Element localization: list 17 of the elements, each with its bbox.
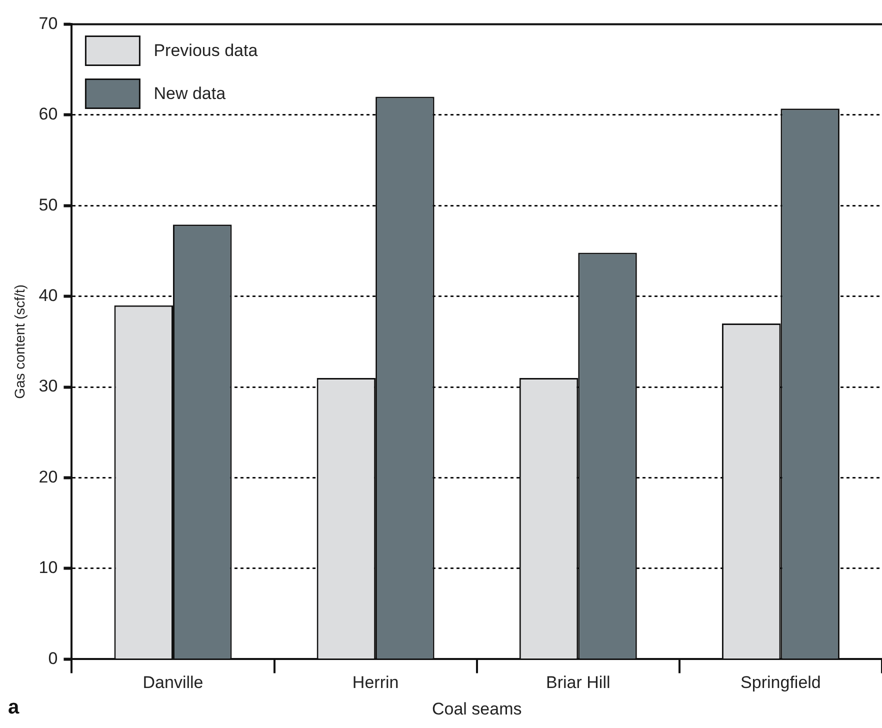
y-tick-label: 30 — [38, 376, 58, 396]
text: a — [8, 696, 20, 719]
x-tick-label: Herrin — [352, 673, 399, 692]
x-tick-label: Briar Hill — [546, 673, 610, 692]
legend-label: New data — [154, 84, 226, 103]
y-axis-title: Gas content (scf/t) — [11, 284, 28, 399]
y-tick-label: 60 — [38, 104, 58, 124]
y-tick-label: 0 — [48, 648, 58, 668]
x-tick-label: Danville — [142, 673, 204, 692]
y-tick-label: 50 — [38, 195, 58, 214]
y-tick-label: 10 — [38, 558, 58, 578]
x-tick-label: Springfield — [740, 673, 821, 692]
x-axis-title: Coal seams — [432, 699, 522, 718]
y-tick-label: 20 — [38, 467, 58, 486]
legend-label: Previous data — [154, 40, 258, 60]
y-tick-label: 70 — [38, 14, 58, 33]
y-tick-label: 40 — [38, 286, 58, 306]
